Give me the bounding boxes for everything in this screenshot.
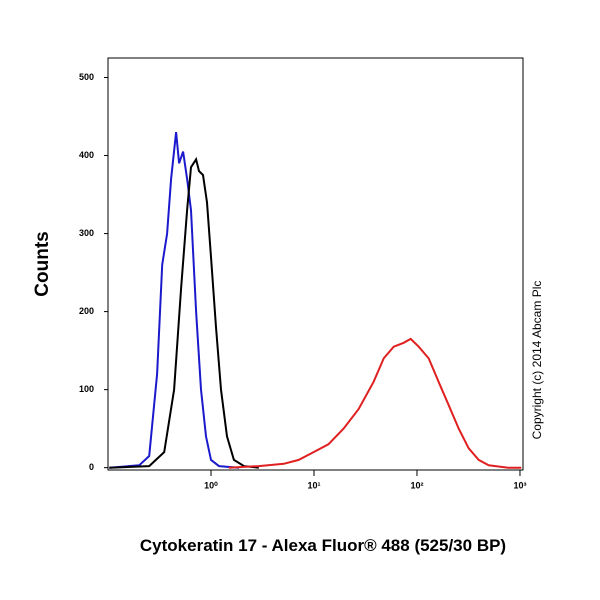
histogram-line [228, 337, 522, 469]
x-axis-label: Cytokeratin 17 - Alexa Fluor® 488 (525/3… [140, 536, 506, 555]
y-tick-label: 400 [79, 150, 94, 160]
y-axis-label: Counts [32, 231, 53, 296]
y-tick-label: 0 [89, 462, 94, 472]
copyright: Copyright (c) 2014 Abcam Plc [530, 281, 544, 440]
histogram-line [109, 131, 240, 469]
y-tick-label: 200 [79, 306, 94, 316]
x-tick-label: 10⁰ [204, 480, 218, 490]
y-tick-label: 500 [79, 72, 94, 82]
x-tick-label: 10³ [513, 480, 526, 490]
plot-frame [107, 57, 524, 471]
x-tick-label: 10² [410, 480, 423, 490]
y-tick-label: 300 [79, 228, 94, 238]
x-tick-label: 10¹ [307, 480, 320, 490]
histogram-line [109, 156, 259, 469]
y-tick-label: 100 [79, 384, 94, 394]
